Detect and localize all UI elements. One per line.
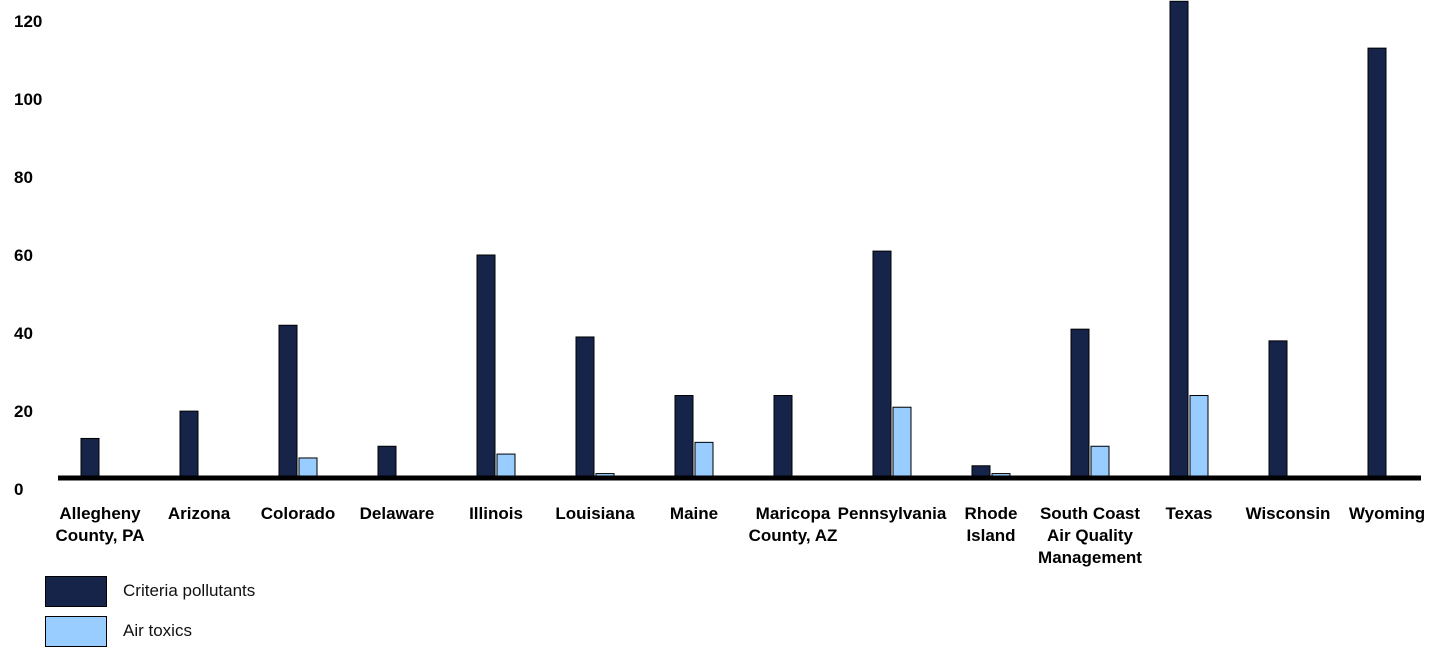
category-label: Maine xyxy=(670,504,718,523)
bar-air-toxics xyxy=(496,453,516,479)
bar-criteria-pollutants xyxy=(476,254,496,479)
legend: Criteria pollutants Air toxics xyxy=(45,571,255,651)
bar-air-toxics xyxy=(1090,445,1110,479)
category-label: Arizona xyxy=(168,504,231,523)
category-label: Pennsylvania xyxy=(838,504,947,523)
y-axis-ticks: 0 20 40 60 80 100 120 xyxy=(14,12,42,499)
category-label: Rhode Island xyxy=(965,504,1018,545)
bar-criteria-pollutants xyxy=(1070,328,1090,479)
y-tick-label: 60 xyxy=(14,246,33,265)
bar-criteria-pollutants xyxy=(1367,47,1387,479)
y-tick-label: 100 xyxy=(14,90,42,109)
category-label: Illinois xyxy=(469,504,523,523)
legend-item-air-toxics: Air toxics xyxy=(45,611,255,651)
y-tick-label: 0 xyxy=(14,480,23,499)
bar-air-toxics xyxy=(694,441,714,479)
legend-label-air-toxics: Air toxics xyxy=(123,621,192,640)
y-tick-label: 80 xyxy=(14,168,33,187)
legend-item-criteria: Criteria pollutants xyxy=(45,571,255,611)
y-tick-label: 40 xyxy=(14,324,33,343)
y-tick-label: 20 xyxy=(14,402,33,421)
bar-criteria-pollutants xyxy=(179,410,199,479)
bar-air-toxics xyxy=(298,457,318,479)
bar-air-toxics xyxy=(1189,395,1209,479)
y-tick-label: 120 xyxy=(14,12,42,31)
bars xyxy=(80,0,1387,479)
category-label: Louisiana xyxy=(555,504,635,523)
bar-criteria-pollutants xyxy=(872,250,892,479)
bar-criteria-pollutants xyxy=(773,395,793,479)
bar-criteria-pollutants xyxy=(1169,0,1189,479)
bar-air-toxics xyxy=(892,406,912,479)
category-label: Allegheny County, PA xyxy=(55,504,144,545)
bar-chart: 0 20 40 60 80 100 120 Allegheny County, PA Arizo… xyxy=(14,0,1425,570)
bar-criteria-pollutants xyxy=(377,445,397,479)
bar-criteria-pollutants xyxy=(80,437,100,479)
legend-swatch-criteria xyxy=(45,575,107,607)
bar-criteria-pollutants xyxy=(674,395,694,479)
category-label: Wyoming xyxy=(1349,504,1425,523)
category-label: Delaware xyxy=(360,504,435,523)
bar-criteria-pollutants xyxy=(1268,340,1288,479)
category-label: Colorado xyxy=(261,504,336,523)
category-label: Texas xyxy=(1166,504,1213,523)
category-labels: Allegheny County, PA Arizona Colorado Delawa… xyxy=(55,504,1425,570)
bar-criteria-pollutants xyxy=(278,324,298,479)
category-label: Wisconsin xyxy=(1246,504,1331,523)
bar-criteria-pollutants xyxy=(575,336,595,479)
category-label: Maricopa County, AZ xyxy=(749,504,838,545)
legend-label-criteria: Criteria pollutants xyxy=(123,581,256,600)
